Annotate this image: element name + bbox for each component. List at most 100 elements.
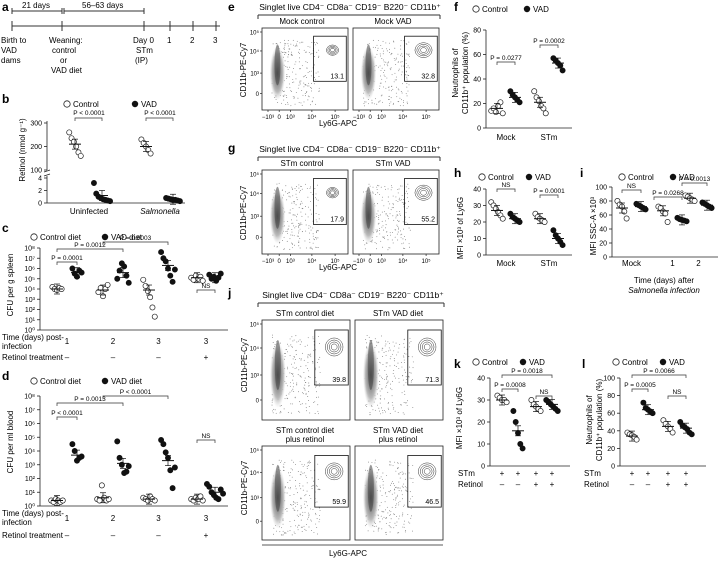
j-plot4-event (383, 516, 385, 518)
j-plot4-event (397, 467, 399, 468)
e-plot2-event (380, 75, 381, 77)
e-plot2-event (379, 82, 381, 84)
e-plot2-event (402, 65, 404, 67)
e-plot1-event (311, 83, 312, 85)
d-plot-day-label: 1 (65, 514, 70, 523)
g-plot1-event (312, 242, 314, 244)
g-plot1-event (298, 241, 300, 243)
j-plot3-event (282, 530, 284, 532)
g-plot1-gate (313, 177, 347, 225)
j-plot3-event (311, 520, 313, 522)
j-plot1-event (284, 353, 285, 354)
g-plot1-event (307, 206, 309, 208)
e-plot1-event (293, 68, 294, 69)
j-plot4-event (400, 462, 402, 464)
e-plot1-event (316, 51, 318, 53)
j-plot1-event (285, 382, 287, 384)
e-plot1-event (295, 61, 297, 63)
e-plot1-event (299, 57, 300, 59)
ylabel-j-bottom: CD11b-PE-Cy7 (240, 460, 249, 515)
pval-b-2: P < 0.0001 (144, 110, 176, 117)
g-plot1-event (315, 205, 317, 207)
j-plot1-event (271, 401, 273, 403)
i-plot-ytick-label: 100 (595, 185, 607, 192)
j-plot2-event (389, 365, 391, 367)
c-plot-retinol-sign: – (156, 353, 161, 362)
j-plot2-population-core (367, 340, 374, 390)
j-plot1-event (284, 355, 286, 357)
e-plot1-event (287, 76, 289, 78)
c-plot-ytick-label: 10³ (25, 297, 36, 304)
g-plot1-event (317, 230, 318, 231)
j-plot1-event (296, 384, 298, 386)
e-plot2-event (395, 64, 397, 65)
d-plot-ytick-label: 10⁶ (24, 421, 35, 428)
j-plot2-event (401, 392, 403, 394)
j-plot2-event (396, 354, 398, 356)
g-plot2-event (369, 185, 371, 187)
g-plot2-event (384, 211, 385, 213)
j-plot1-event (304, 384, 306, 386)
j-plot4-event (394, 485, 395, 487)
j-plot4-event (402, 513, 404, 515)
g-plot1-event (288, 192, 290, 194)
j-plot2-event (385, 366, 387, 368)
g-plot1-event (298, 207, 300, 209)
g-plot1-event (300, 190, 301, 192)
e-plot2-event (380, 45, 382, 46)
g-plot2-event (385, 220, 387, 222)
j-plot1-event (290, 403, 292, 405)
e-plot1-event (306, 67, 308, 69)
j-plot3-event (316, 533, 318, 535)
j-plot1-event (300, 359, 302, 361)
c-plot-ytick-label: 10⁴ (24, 287, 35, 294)
j-plot3-event (294, 533, 296, 535)
j-plot2-event (402, 412, 404, 414)
j-plot2-event (403, 343, 405, 345)
j-plot2-event (385, 362, 387, 364)
j-plot2-event (394, 364, 396, 366)
j-plot3-event (291, 534, 293, 536)
j-plot1-event (290, 382, 292, 384)
j-plot4-event (397, 467, 399, 469)
j-plot2-event (387, 407, 389, 409)
xrow-d-label-1: Time (days) post- (2, 509, 64, 518)
c-plot-ytick-label: 10⁰ (24, 327, 35, 335)
g-plot1-event (309, 232, 311, 234)
g-plot1-event (301, 207, 303, 209)
c-plot-vad-point (121, 263, 128, 270)
e-plot1-event (315, 72, 317, 74)
g-plot2-event (398, 188, 400, 190)
j-plot3-event (307, 461, 309, 463)
g-plot2-event (383, 236, 385, 238)
c-plot-control-point (147, 294, 154, 301)
j-plot1-event (308, 400, 310, 402)
j-plot3-event (297, 516, 299, 518)
e-plot1-event (293, 81, 295, 83)
l-plot-p1-bracket (631, 374, 687, 378)
g-plot1-event (291, 247, 293, 249)
g-plot1-event (297, 226, 299, 228)
j-plot3-event (289, 521, 291, 522)
j-plot1-event (307, 355, 309, 357)
j-plot3-event (303, 464, 305, 466)
d-plot-p0-label: P < 0.0001 (51, 410, 83, 417)
j-plot2-event (385, 386, 387, 388)
e-plot2-event (403, 40, 405, 42)
j-plot4-event (392, 480, 393, 482)
j-plot4-event (394, 489, 396, 491)
d-plot-ytick-label: 10⁷ (25, 407, 36, 414)
j-plot4-event (389, 491, 391, 493)
j-plot4-event (379, 521, 381, 523)
ylabel-k: MFI ×10³ of Ly6G (455, 387, 464, 449)
g-plot1-event (294, 227, 296, 229)
e-plot2-event (400, 48, 402, 50)
c-plot-day-label: 3 (156, 337, 161, 346)
j-plot3-event (300, 497, 302, 499)
g-plot2-event (396, 211, 398, 213)
j-plot1-event (293, 339, 295, 341)
j-plot4-event (412, 530, 413, 532)
k-plot-p1-label: P = 0.0018 (511, 368, 543, 375)
